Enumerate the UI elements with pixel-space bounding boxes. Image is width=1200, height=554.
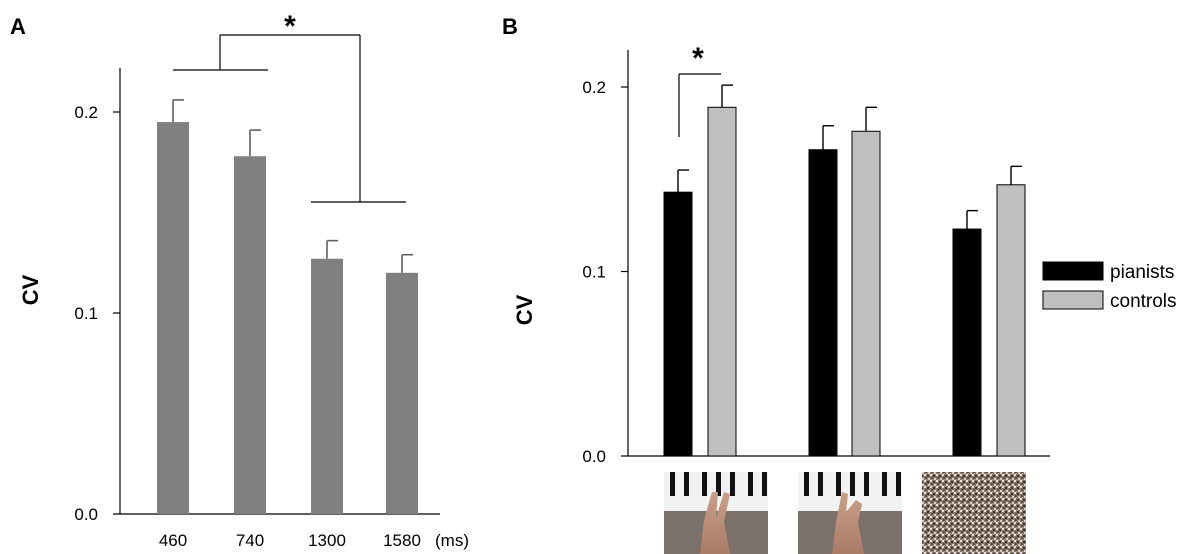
panel-b-y-ticks: 0.0 0.1 0.2	[582, 78, 628, 466]
panel-a-bar	[386, 272, 418, 514]
panel-a-x-tick-label: 740	[236, 531, 264, 550]
legend-label-pianists: pianists	[1110, 262, 1174, 283]
panel-b-bars	[663, 84, 1026, 457]
panel-a-x-tick-label: 1580	[383, 531, 421, 550]
panel-b: B CV 0.0 0.1 0.2 * pianists controls	[502, 14, 1177, 554]
panel-b-bar-controls	[851, 130, 881, 457]
panel-b-bar-pianists	[952, 228, 982, 457]
panel-a-y-tick-label: 0.2	[74, 103, 98, 122]
two-finger-hand-on-piano-image	[664, 472, 768, 554]
panel-a-x-unit: (ms)	[435, 531, 469, 550]
panel-b-bar-pianists	[808, 149, 838, 457]
panel-a-significance-star: *	[284, 10, 296, 43]
panel-b-y-tick-label: 0.1	[582, 263, 606, 282]
legend: pianists controls	[1042, 261, 1177, 312]
panel-a-x-tick-label: 1300	[308, 531, 346, 550]
panel-a-y-axis-label: CV	[18, 274, 43, 305]
panel-b-label: B	[502, 14, 518, 39]
scrambled-noise-image	[922, 472, 1026, 554]
panel-a-bar	[157, 122, 189, 515]
panel-a-label: A	[10, 14, 26, 39]
panel-b-significance-star: *	[692, 42, 704, 75]
panel-a-x-ticks: 460 740 1300 1580	[159, 531, 421, 550]
legend-swatch-controls	[1042, 290, 1104, 310]
panel-b-y-tick-label: 0.0	[582, 447, 606, 466]
panel-b-bar-controls	[707, 106, 737, 457]
panel-a: A CV 0.0 0.1 0.2 460 740 1300 1580 (ms) *	[10, 10, 469, 550]
panel-a-bars	[157, 99, 418, 515]
panel-a-y-tick-label: 0.1	[74, 304, 98, 323]
panel-a-bar	[311, 258, 343, 514]
panel-a-x-tick-label: 460	[159, 531, 187, 550]
panel-b-bar-pianists	[663, 191, 693, 457]
panel-b-significance-bracket: *	[678, 42, 721, 137]
other-hand-posture-on-piano-image	[798, 472, 902, 554]
panel-b-bar-controls	[996, 184, 1026, 457]
legend-swatch-pianists	[1042, 261, 1104, 281]
panel-a-y-tick-label: 0.0	[74, 505, 98, 524]
panel-b-y-axis-label: CV	[512, 294, 537, 325]
legend-label-controls: controls	[1110, 291, 1177, 312]
panel-a-significance-bracket: *	[173, 10, 406, 203]
panel-a-y-ticks: 0.0 0.1 0.2	[74, 103, 120, 524]
panel-b-y-tick-label: 0.2	[582, 78, 606, 97]
panel-a-bar	[234, 156, 266, 514]
